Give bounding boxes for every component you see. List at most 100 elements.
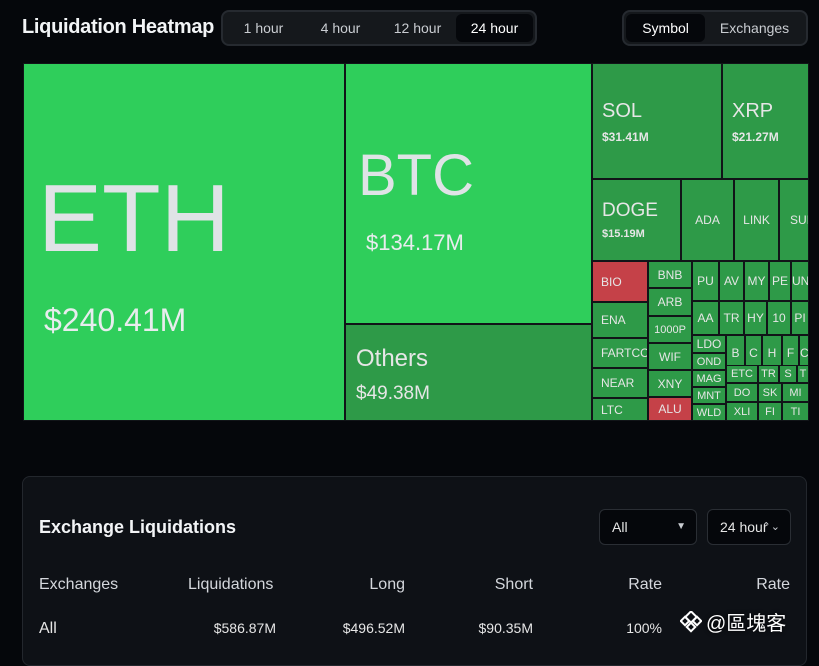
diamond-logo-icon xyxy=(680,610,702,633)
tile-others[interactable]: Others $49.38M xyxy=(345,324,592,421)
tile-symbol: AA xyxy=(697,311,714,325)
time-option-12h[interactable]: 12 hour xyxy=(393,20,442,36)
tile-value: $49.38M xyxy=(356,383,430,404)
tile-symbol: SUI xyxy=(790,213,809,227)
tile-btc[interactable]: BTC $134.17M xyxy=(345,63,592,324)
tile-un[interactable]: UN xyxy=(791,261,809,301)
tile-value: $21.27M xyxy=(732,130,779,144)
tile-eth[interactable]: ETH $240.41M xyxy=(23,63,345,421)
tile-xny[interactable]: XNY xyxy=(648,370,692,397)
column-header-rate: Rate xyxy=(628,576,662,593)
tile-my[interactable]: MY xyxy=(744,261,769,301)
tile-bnb[interactable]: BNB xyxy=(648,261,692,288)
tile-symbol: WIF xyxy=(659,349,681,364)
mode-option-exchanges[interactable]: Exchanges xyxy=(719,20,790,36)
time-option-4h[interactable]: 4 hour xyxy=(320,20,361,36)
tile-ena[interactable]: ENA xyxy=(592,302,648,338)
tile-ltc[interactable]: LTC xyxy=(592,398,648,421)
exchange-filter-select[interactable]: All ▼ xyxy=(599,509,697,545)
time-option-1h[interactable]: 1 hour xyxy=(243,20,284,36)
tile-value: $240.41M xyxy=(44,302,187,338)
tile-symbol: SOL xyxy=(602,100,643,122)
tile-c[interactable]: C xyxy=(745,335,762,370)
tile-value: $134.17M xyxy=(366,230,464,255)
column-header-liquidations: Liquidations xyxy=(188,576,274,593)
tile-aa[interactable]: AA xyxy=(692,301,719,335)
tile-magic[interactable]: MAG xyxy=(692,370,726,387)
tile-symbol: BIO xyxy=(601,274,622,289)
time-range-selector: 1 hour 4 hour 12 hour 24 hour xyxy=(221,10,537,46)
row-rate: 100% xyxy=(626,620,662,636)
tile-tr2[interactable]: TR xyxy=(758,365,779,383)
tile-symbol: OND xyxy=(696,355,722,368)
tile-symbol: LINK xyxy=(743,213,770,227)
tile-symbol: C xyxy=(749,345,758,360)
tile-tr[interactable]: TR xyxy=(719,301,744,335)
tile-symbol: XNY xyxy=(657,376,683,391)
tile-h[interactable]: H xyxy=(762,335,782,370)
period-select[interactable]: 24 hour ⌃⌄ xyxy=(707,509,791,545)
tile-symbol: XLI xyxy=(733,405,751,418)
tile-ada[interactable]: ADA xyxy=(681,179,734,261)
tile-symbol: LDO xyxy=(696,337,722,351)
tile-10[interactable]: 10 xyxy=(767,301,791,335)
tile-dot[interactable]: DO xyxy=(726,383,758,402)
tile-mi[interactable]: MI xyxy=(782,383,809,402)
tile-pu[interactable]: PU xyxy=(692,261,719,301)
tile-etc[interactable]: ETC xyxy=(726,365,758,383)
tile-mnt[interactable]: MNT xyxy=(692,387,726,404)
tile-ti[interactable]: TI xyxy=(782,402,809,421)
tile-fartcoin[interactable]: FARTCO xyxy=(592,338,648,368)
watermark-text: @區塊客 xyxy=(706,613,787,635)
tile-av[interactable]: AV xyxy=(719,261,744,301)
tile-symbol: DOGE xyxy=(602,200,658,221)
up-down-chevron-icon: ⌃⌄ xyxy=(761,521,780,533)
tile-near[interactable]: NEAR xyxy=(592,368,648,398)
tile-xlm[interactable]: XLI xyxy=(726,402,758,421)
tile-symbol: ARB xyxy=(657,295,683,309)
tile-sk[interactable]: SK xyxy=(758,383,782,402)
tile-bio[interactable]: BIO xyxy=(592,261,648,302)
tile-t[interactable]: T xyxy=(797,365,809,383)
time-option-24h[interactable]: 24 hour xyxy=(456,14,533,42)
tile-symbol: MI xyxy=(789,386,802,399)
tile-symbol: F xyxy=(786,345,795,360)
tile-doge[interactable]: DOGE $15.19M xyxy=(592,179,681,261)
tile-symbol: TR xyxy=(723,311,740,325)
liquidation-heatmap: ETH $240.41M BTC $134.17M Others $49.38M… xyxy=(23,63,809,421)
tile-xrp[interactable]: XRP $21.27M xyxy=(722,63,809,179)
period-value: 24 hour xyxy=(720,519,768,535)
tile-symbol: DO xyxy=(733,386,751,399)
tile-1000pepe[interactable]: 1000P xyxy=(648,316,692,343)
tile-symbol: XRP xyxy=(732,100,774,122)
row-exchange: All xyxy=(39,620,57,637)
page-title: Liquidation Heatmap xyxy=(22,16,215,38)
tile-symbol: ALU xyxy=(658,402,682,416)
tile-pi[interactable]: PI xyxy=(791,301,809,335)
tile-sol[interactable]: SOL $31.41M xyxy=(592,63,722,179)
tile-alu[interactable]: ALU xyxy=(648,397,692,421)
tile-wif[interactable]: WIF xyxy=(648,343,692,370)
tile-value: $15.19M xyxy=(602,228,645,240)
tile-symbol: BTC xyxy=(358,143,474,208)
watermark: @區塊客 xyxy=(680,607,786,636)
tile-symbol: PU xyxy=(697,274,714,288)
tile-symbol: C xyxy=(800,345,809,360)
tile-arb[interactable]: ARB xyxy=(648,288,692,316)
column-header-rate-2: Rate xyxy=(756,576,790,593)
tile-wld[interactable]: WLD xyxy=(692,404,726,421)
mode-option-symbol[interactable]: Symbol xyxy=(626,14,706,42)
tile-symbol: FARTCO xyxy=(601,346,648,360)
column-header-exchanges: Exchanges xyxy=(39,576,119,593)
tile-fi[interactable]: FI xyxy=(758,402,782,421)
tile-ondo[interactable]: OND xyxy=(692,353,726,370)
tile-link[interactable]: LINK xyxy=(734,179,779,261)
tile-symbol: H xyxy=(767,345,777,360)
tile-pe[interactable]: PE xyxy=(769,261,791,301)
tile-sui[interactable]: SUI xyxy=(779,179,809,261)
tile-ldo[interactable]: LDO xyxy=(692,335,726,353)
tile-hy[interactable]: HY xyxy=(744,301,767,335)
tile-symbol: PE xyxy=(771,274,788,288)
tile-symbol: 10 xyxy=(772,311,786,325)
tile-s[interactable]: S xyxy=(779,365,797,383)
